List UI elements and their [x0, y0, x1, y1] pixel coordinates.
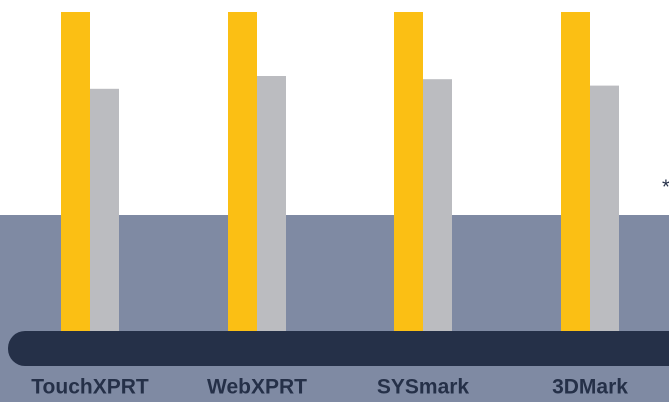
labels: TouchXPRT WebXPRT SYSmark 3DMark — [31, 376, 628, 399]
bar — [228, 12, 257, 332]
category-label: SYSmark — [377, 376, 470, 399]
bar — [257, 76, 286, 332]
base-bar — [8, 331, 669, 366]
bar — [394, 12, 423, 332]
bar — [590, 85, 619, 332]
bar — [61, 12, 90, 332]
bars — [61, 12, 619, 332]
bar — [423, 79, 452, 332]
category-label: WebXPRT — [207, 376, 307, 399]
bar — [561, 12, 590, 332]
bar — [90, 88, 119, 332]
category-label: TouchXPRT — [31, 376, 149, 399]
annotation: * — [662, 176, 669, 198]
category-label: 3DMark — [552, 376, 628, 399]
